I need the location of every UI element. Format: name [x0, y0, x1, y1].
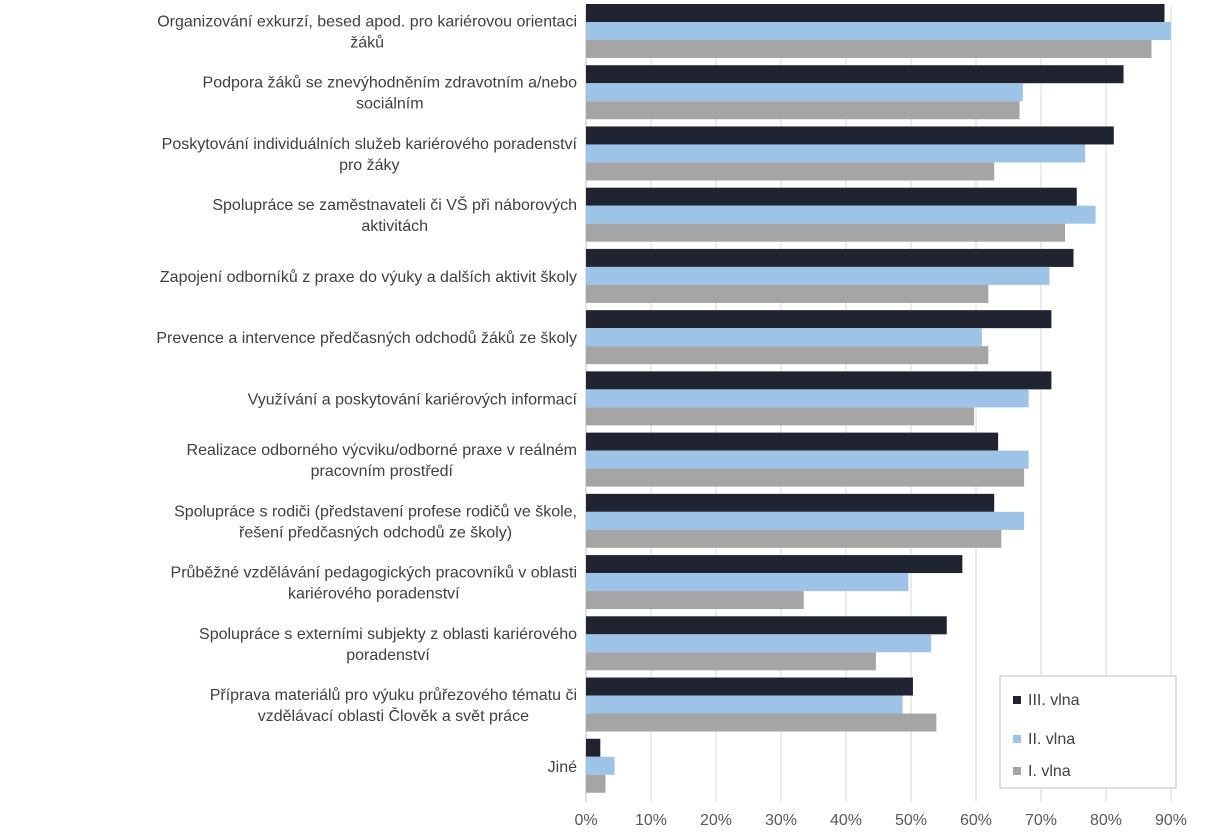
category-label: Spolupráce s rodiči (představení profese…: [174, 502, 577, 520]
bar-0-8: [586, 493, 995, 512]
category-label: poradenství: [346, 647, 430, 664]
bar-2-3: [586, 223, 1066, 242]
category-label: Příprava materiálů pro výuku průřezového…: [210, 686, 577, 704]
bar-0-10: [586, 616, 947, 635]
category-label: Realizace odborného výcviku/odborné prax…: [187, 442, 577, 459]
bar-1-4: [586, 266, 1050, 285]
bar-1-11: [586, 695, 903, 714]
bar-1-12: [586, 756, 615, 775]
category-label: Poskytování individuálních služeb kariér…: [162, 136, 578, 153]
legend-swatch-0: [1013, 696, 1021, 704]
bar-0-5: [586, 310, 1052, 329]
category-label: vzdělávací oblasti Člověk a svět práce: [258, 706, 529, 725]
bar-2-4: [586, 284, 989, 303]
bar-2-7: [586, 468, 1025, 487]
bar-2-1: [586, 101, 1020, 120]
x-tick-label: 30%: [765, 812, 797, 829]
bar-1-5: [586, 328, 982, 347]
bar-2-9: [586, 591, 804, 610]
category-label: řešení předčasných odchodů ze školy): [239, 523, 512, 541]
legend-swatch-1: [1013, 735, 1021, 743]
x-tick-label: 50%: [895, 812, 927, 829]
category-label: kariérového poradenství: [288, 586, 460, 603]
bar-1-8: [586, 511, 1025, 530]
x-tick-label: 80%: [1090, 812, 1122, 829]
bar-1-9: [586, 573, 909, 592]
bar-0-2: [586, 126, 1114, 145]
bar-2-11: [586, 713, 937, 732]
bar-1-10: [586, 634, 932, 653]
bar-1-6: [586, 389, 1029, 408]
category-label: Jiné: [548, 759, 577, 776]
category-label: pro žáky: [339, 157, 399, 174]
bar-1-7: [586, 450, 1029, 469]
x-tick-label: 70%: [1025, 812, 1057, 829]
bar-0-1: [586, 65, 1124, 84]
category-label: pracovním prostředí: [311, 463, 454, 480]
bar-1-1: [586, 83, 1023, 102]
legend-label-1: II. vlna: [1028, 731, 1075, 748]
bars: [586, 4, 1171, 793]
bar-0-9: [586, 555, 963, 574]
bar-1-3: [586, 205, 1096, 224]
category-label: Spolupráce se zaměstnavateli či VŠ při n…: [212, 195, 577, 214]
bar-1-0: [586, 22, 1171, 40]
x-tick-label: 40%: [830, 812, 862, 829]
x-tick-label: 90%: [1155, 812, 1187, 829]
bar-2-12: [586, 774, 606, 793]
bar-2-10: [586, 652, 876, 671]
x-tick-labels: 0% 10% 20% 30% 40% 50% 60% 70% 80% 90%: [574, 812, 1187, 829]
legend-label-0: III. vlna: [1028, 692, 1080, 709]
bar-0-11: [586, 677, 913, 696]
category-labels: Organizování exkurzí, besed apod. pro ka…: [156, 14, 577, 776]
category-label: Zapojení odborníků z praxe do výuky a da…: [160, 268, 577, 286]
x-tick-label: 10%: [635, 812, 667, 829]
category-label: aktivitách: [361, 218, 428, 235]
legend: III. vlna II. vlna I. vlna: [999, 675, 1177, 789]
category-label: žáků: [350, 34, 384, 52]
x-tick-label: 0%: [574, 812, 597, 829]
category-label: Využívání a poskytování kariérových info…: [248, 391, 578, 408]
legend-box: [999, 675, 1177, 789]
bar-1-2: [586, 144, 1086, 163]
category-label: Podpora žáků se znevýhodněním zdravotním…: [203, 74, 578, 92]
bar-2-0: [586, 40, 1152, 58]
category-label: Spolupráce s externími subjekty z oblast…: [199, 626, 577, 643]
category-label: sociálním: [356, 96, 424, 113]
x-tick-label: 60%: [960, 812, 992, 829]
category-label: Organizování exkurzí, besed apod. pro ka…: [157, 14, 577, 31]
x-tick-label: 20%: [700, 812, 732, 829]
legend-swatch-2: [1013, 767, 1021, 775]
bar-2-6: [586, 407, 975, 426]
bar-0-3: [586, 187, 1077, 206]
bar-0-4: [586, 248, 1074, 267]
bar-2-2: [586, 162, 995, 181]
category-label: Prevence a intervence předčasných odchod…: [156, 329, 577, 347]
bar-0-0: [586, 4, 1165, 22]
bar-0-7: [586, 432, 999, 451]
bar-2-5: [586, 346, 989, 365]
legend-label-2: I. vlna: [1028, 763, 1071, 780]
category-label: Průběžné vzdělávání pedagogických pracov…: [171, 564, 577, 582]
bar-0-12: [586, 738, 601, 757]
bar-0-6: [586, 371, 1052, 390]
bar-2-8: [586, 529, 1002, 548]
